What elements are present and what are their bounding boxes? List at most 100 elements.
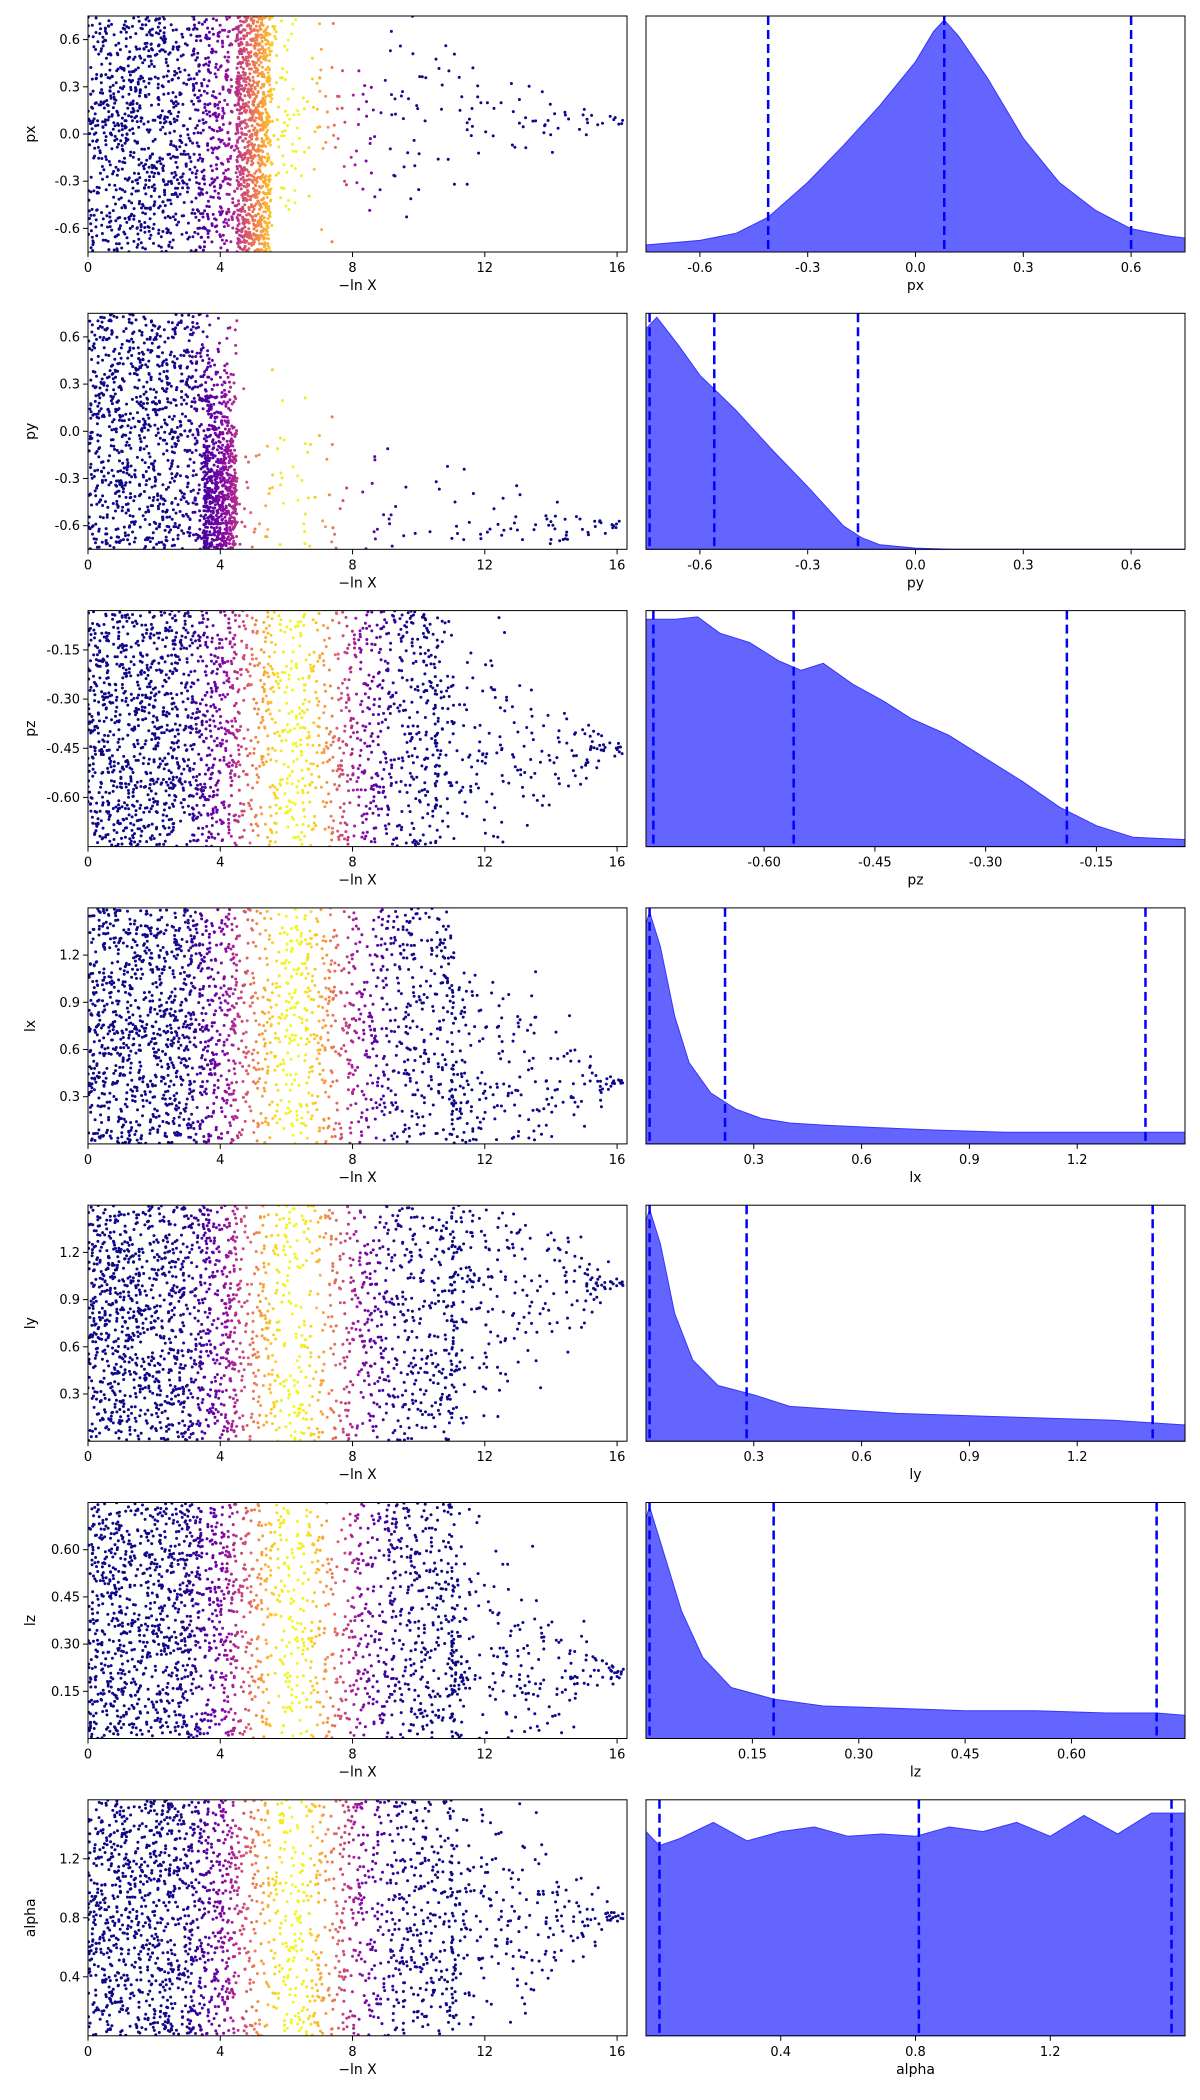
scatter-point [214, 96, 218, 100]
scatter-point [476, 95, 480, 99]
scatter-point [117, 129, 121, 133]
scatter-point [225, 439, 229, 443]
scatter-point [208, 102, 212, 106]
scatter-point [194, 126, 198, 130]
scatter-point [189, 405, 193, 408]
scatter-point [310, 56, 314, 60]
scatter-point [249, 43, 253, 47]
scatter-point [153, 75, 157, 79]
scatter-point [262, 620, 266, 624]
scatter-point [163, 50, 167, 54]
scatter-point [89, 731, 93, 735]
scatter-point [446, 686, 450, 690]
scatter-point [203, 470, 207, 474]
scatter-point [202, 437, 206, 441]
scatter-point [232, 400, 236, 404]
scatter-point [411, 761, 415, 765]
scatter-point [135, 102, 139, 105]
scatter-point [104, 353, 108, 357]
scatter-point [444, 44, 448, 48]
scatter-point [126, 138, 130, 142]
scatter-point [162, 31, 166, 35]
scatter-point [162, 41, 166, 45]
scatter-point [372, 530, 376, 534]
scatter-point [603, 531, 607, 535]
scatter-point [214, 370, 218, 374]
scatter-point [532, 528, 536, 532]
scatter-point [243, 245, 247, 249]
scatter-point [255, 195, 259, 199]
scatter-point [242, 79, 246, 83]
scatter-point [237, 208, 241, 212]
scatter-point [177, 66, 181, 70]
scatter-point [213, 474, 217, 478]
scatter-point [152, 467, 155, 471]
scatter-point [174, 145, 178, 149]
scatter-point [245, 161, 249, 165]
scatter-point [529, 758, 533, 761]
scatter-point [242, 86, 246, 90]
scatter-point [274, 173, 278, 177]
y-tick-label: -0.3 [55, 472, 80, 487]
scatter-point [372, 703, 376, 707]
scatter-point [283, 129, 287, 133]
scatter-point [115, 448, 119, 452]
scatter-point [147, 229, 151, 233]
scatter-point [90, 330, 94, 334]
scatter-point [144, 407, 148, 411]
scatter-point [229, 240, 233, 244]
scatter-point [95, 337, 98, 341]
scatter-point [235, 479, 239, 483]
scatter-point [246, 156, 250, 160]
scatter-point [177, 321, 181, 325]
scatter-point [152, 65, 156, 68]
scatter-point [267, 89, 270, 93]
scatter-point [264, 249, 268, 252]
scatter-point [182, 514, 185, 518]
scatter-point [164, 61, 168, 64]
scatter-point [447, 69, 451, 73]
scatter-point [161, 209, 165, 213]
scatter-point [148, 128, 152, 132]
scatter-point [355, 149, 358, 153]
scatter-point [150, 103, 153, 107]
scatter-point [158, 334, 162, 338]
scatter-point [457, 75, 461, 79]
scatter-point [269, 758, 273, 762]
scatter-point [115, 499, 119, 503]
scatter-point [189, 249, 193, 252]
scatter-point [176, 526, 180, 530]
scatter-point [242, 105, 246, 109]
scatter-point [147, 703, 151, 707]
scatter-point [145, 536, 149, 540]
scatter-point [233, 483, 237, 487]
scatter-point [133, 536, 137, 540]
scatter-point [169, 122, 173, 126]
scatter-point [229, 449, 233, 452]
scatter-point [210, 395, 214, 399]
scatter-point [255, 229, 259, 233]
scatter-point [112, 121, 116, 125]
scatter-point [129, 839, 133, 843]
scatter-point [220, 39, 224, 43]
scatter-point [112, 546, 116, 549]
scatter-point [241, 207, 245, 211]
scatter-point [131, 99, 135, 103]
scatter-point [125, 440, 129, 444]
scatter-point [139, 803, 143, 807]
scatter-point [252, 99, 255, 103]
scatter-point [192, 84, 196, 88]
scatter-point [234, 144, 238, 148]
scatter-point [436, 157, 440, 161]
scatter-point [111, 377, 115, 381]
scatter-point [224, 512, 228, 516]
scatter-point [563, 517, 567, 521]
scatter-point [110, 372, 114, 376]
scatter-point [188, 332, 192, 336]
scatter-point [244, 126, 248, 130]
scatter-point [619, 745, 622, 749]
scatter-point [131, 224, 134, 228]
scatter-point [109, 96, 113, 100]
scatter-point [166, 64, 170, 68]
scatter-point [179, 319, 183, 323]
